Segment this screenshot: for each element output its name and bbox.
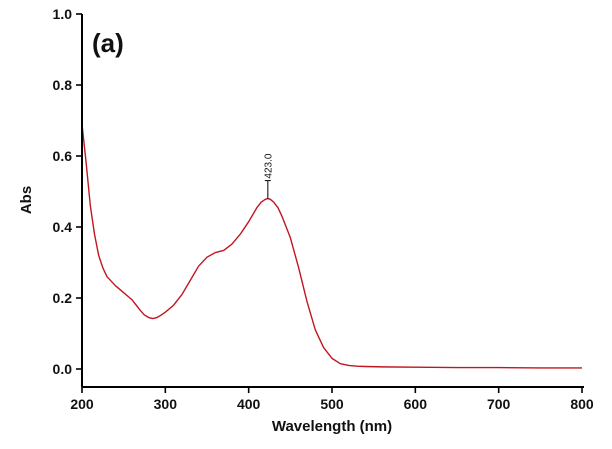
- x-tick-label: 600: [404, 396, 428, 412]
- y-axis-title: Abs: [18, 186, 35, 214]
- peak-label: 423.0: [263, 153, 274, 178]
- y-tick-label: 0.4: [53, 219, 73, 235]
- panel-label: (a): [92, 28, 124, 58]
- x-axis-title: Wavelength (nm): [272, 418, 392, 435]
- y-tick-label: 1.0: [53, 6, 73, 22]
- y-tick-label: 0.6: [53, 148, 73, 164]
- annotation-layer: 423.0: [263, 153, 274, 199]
- x-tick-label: 700: [487, 396, 511, 412]
- x-tick-label: 800: [570, 396, 594, 412]
- x-tick-label: 200: [70, 396, 94, 412]
- y-axis-ticks: 0.0 0.2 0.4 0.6 0.8 1.0: [53, 6, 82, 377]
- absorbance-series-line: [81, 123, 582, 369]
- y-tick-label: 0.8: [53, 77, 73, 93]
- x-tick-label: 300: [154, 396, 178, 412]
- x-tick-label: 400: [237, 396, 261, 412]
- x-axis-ticks: 200 300 400 500 600 700 800: [70, 387, 594, 412]
- y-tick-label: 0.2: [53, 290, 73, 306]
- axes-layer: [81, 14, 584, 388]
- spectrum-layer: [81, 123, 582, 369]
- y-tick-label: 0.0: [53, 361, 73, 377]
- x-tick-label: 500: [320, 396, 344, 412]
